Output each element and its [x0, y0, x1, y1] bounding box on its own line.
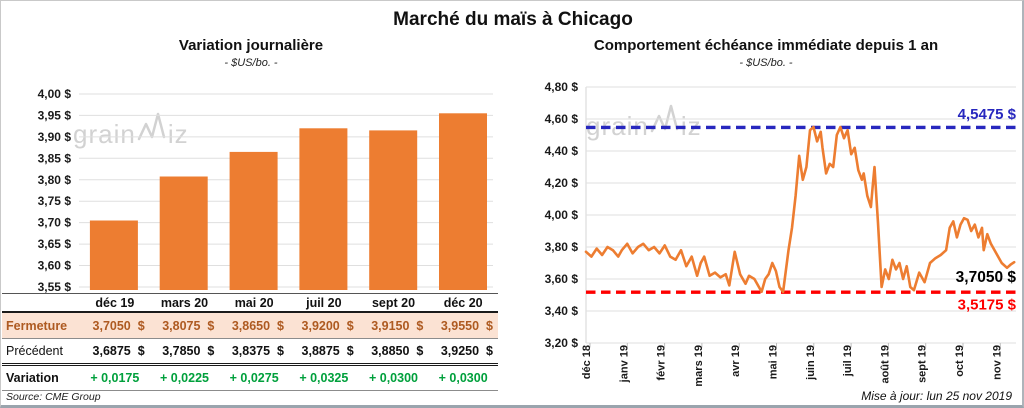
- watermark-text: grain: [73, 119, 136, 149]
- svg-text:3,75 $: 3,75 $: [38, 194, 72, 208]
- page-title: Marché du maïs à Chicago: [393, 9, 633, 30]
- svg-text:3,85 $: 3,85 $: [38, 151, 72, 165]
- svg-text:nov 19: nov 19: [991, 345, 1003, 380]
- variation-value: + 0,0300: [438, 371, 488, 385]
- precedent-value: 3,9250 $: [440, 344, 493, 358]
- svg-text:3,40 $: 3,40 $: [545, 304, 579, 318]
- bar-chart-subtitle: - $US/bo. -: [224, 57, 278, 69]
- svg-text:4,00 $: 4,00 $: [545, 208, 579, 222]
- fermeture-value: 3,9550 $: [440, 318, 493, 333]
- variation-value: + 0,0175: [90, 371, 140, 385]
- fermeture-value: 3,9150 $: [371, 318, 424, 333]
- svg-text:4,80 $: 4,80 $: [545, 80, 579, 94]
- svg-text:mars 19: mars 19: [693, 345, 705, 387]
- row-label-precedent: Précédent: [6, 344, 63, 358]
- svg-text:févr 19: févr 19: [656, 345, 668, 380]
- svg-text:juin 19: juin 19: [805, 345, 817, 381]
- precedent-value: 3,6875 $: [92, 344, 145, 358]
- svg-text:déc 18: déc 18: [581, 345, 593, 379]
- svg-text:3,80 $: 3,80 $: [38, 173, 72, 187]
- price-table: déc 19 mars 20 mai 20 juil 20 sept 20 dé…: [2, 293, 498, 391]
- column-header: déc 20: [443, 295, 483, 310]
- variation-value: + 0,0275: [229, 371, 279, 385]
- svg-text:3,95 $: 3,95 $: [38, 108, 72, 122]
- precedent-value: 3,8850 $: [371, 344, 424, 358]
- column-header: mars 20: [160, 295, 209, 310]
- column-header: juil 20: [306, 295, 342, 310]
- column-header: mai 20: [234, 295, 274, 310]
- source-note: Source: CME Group: [6, 391, 101, 403]
- svg-text:3,55 $: 3,55 $: [38, 280, 72, 293]
- table-header-row: déc 19 mars 20 mai 20 juil 20 sept 20 dé…: [2, 294, 498, 313]
- row-label-variation: Variation: [6, 371, 59, 385]
- svg-text:4,60 $: 4,60 $: [545, 112, 579, 126]
- fermeture-value: 3,9200 $: [301, 318, 354, 333]
- svg-text:3,7050 $: 3,7050 $: [956, 269, 1017, 286]
- daily-variation-bar-chart: 4,00 $ 3,95 $ 3,90 $ 3,85 $ 3,80 $ 3,75 $ 3,70…: [38, 87, 493, 293]
- update-note: Mise à jour: lun 25 nov 2019: [861, 389, 1012, 403]
- svg-text:3,80 $: 3,80 $: [545, 240, 579, 254]
- variation-value: + 0,0325: [299, 371, 349, 385]
- svg-text:avr 19: avr 19: [730, 345, 742, 377]
- precedent-value: 3,7850 $: [162, 344, 215, 358]
- table-row-variation: Variation + 0,0175 + 0,0225 + 0,0275 + 0…: [2, 366, 498, 391]
- svg-text:3,90 $: 3,90 $: [38, 130, 72, 144]
- column-header: sept 20: [371, 295, 416, 310]
- svg-text:3,60 $: 3,60 $: [38, 259, 72, 273]
- table-row-precedent: Précédent 3,6875 $ 3,7850 $ 3,8375 $ 3,8…: [2, 339, 498, 366]
- precedent-value: 3,8875 $: [301, 344, 354, 358]
- fermeture-value: 3,8075 $: [162, 318, 215, 333]
- svg-text:3,20 $: 3,20 $: [545, 336, 579, 350]
- svg-text:sept 19: sept 19: [917, 345, 929, 383]
- bar-chart-title: Variation journalière: [178, 37, 324, 54]
- svg-text:4,5475 $: 4,5475 $: [958, 106, 1017, 123]
- fermeture-value: 3,8650 $: [231, 318, 284, 333]
- watermark-text: iz: [167, 119, 189, 149]
- column-header: déc 19: [95, 295, 135, 310]
- line-chart-title: Comportement échéance immédiate depuis 1…: [593, 37, 939, 54]
- precedent-value: 3,8375 $: [231, 344, 284, 358]
- front-month-line-chart: 4,80 $ 4,60 $ 4,40 $ 4,20 $ 4,00 $ 3,80 $ 3,60…: [545, 80, 1017, 387]
- svg-text:3,60 $: 3,60 $: [545, 272, 579, 286]
- svg-text:juil 19: juil 19: [842, 345, 854, 377]
- variation-value: + 0,0300: [368, 371, 418, 385]
- row-label-fermeture: Fermeture: [6, 318, 68, 333]
- svg-text:3,65 $: 3,65 $: [38, 237, 72, 251]
- fermeture-value: 3,7050 $: [92, 318, 145, 333]
- svg-text:août 19: août 19: [879, 345, 891, 384]
- svg-text:mai 19: mai 19: [768, 345, 780, 379]
- variation-value: + 0,0225: [159, 371, 209, 385]
- svg-text:4,20 $: 4,20 $: [545, 176, 579, 190]
- svg-text:janv 19: janv 19: [618, 345, 630, 383]
- svg-text:3,70 $: 3,70 $: [38, 216, 72, 230]
- svg-text:4,40 $: 4,40 $: [545, 144, 579, 158]
- svg-text:3,5175 $: 3,5175 $: [958, 297, 1017, 314]
- line-chart-subtitle: - $US/bo. -: [739, 57, 793, 69]
- table-row-fermeture: Fermeture 3,7050 $ 3,8075 $ 3,8650 $ 3,9…: [2, 313, 498, 339]
- svg-text:4,00 $: 4,00 $: [38, 87, 72, 101]
- svg-text:oct 19: oct 19: [954, 345, 966, 377]
- watermark-logo: grain iz: [73, 111, 189, 150]
